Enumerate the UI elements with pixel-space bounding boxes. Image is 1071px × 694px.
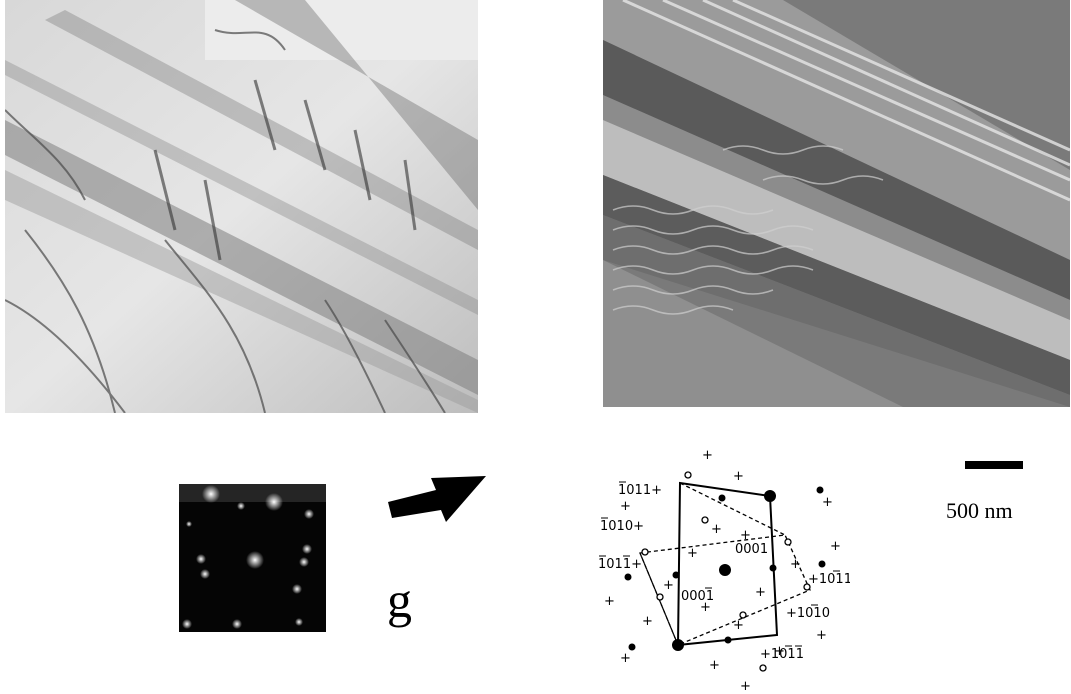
index-label: +1011: [760, 647, 804, 662]
svg-text:+: +: [740, 528, 751, 543]
arrow-icon: [386, 470, 488, 530]
svg-text:+: +: [816, 628, 827, 643]
svg-text:+: +: [687, 546, 698, 561]
svg-text:+: +: [620, 499, 631, 514]
svg-text:+: +: [711, 522, 722, 537]
index-label: 1010+: [600, 519, 644, 534]
bright-field-micrograph: [5, 0, 478, 413]
index-label: 1011+: [618, 483, 662, 498]
svg-text:+: +: [830, 539, 841, 554]
diffraction-pattern-photo: [179, 484, 326, 632]
index-label: +1011: [808, 572, 850, 587]
dark-field-micrograph: [603, 0, 1070, 407]
index-label: 1011+: [598, 557, 642, 572]
svg-text:+: +: [709, 658, 720, 673]
index-label: +1010: [786, 606, 830, 621]
svg-text:+: +: [700, 600, 711, 615]
index-label: 0001: [735, 542, 768, 557]
index-label: 0001: [681, 589, 714, 604]
indexed-diffraction-pattern: + + + + + + + + + + + + + + + + + + + + 1011+ 1010…: [590, 440, 850, 694]
svg-text:+: +: [790, 557, 801, 572]
svg-text:+: +: [733, 618, 744, 633]
svg-text:+: +: [755, 585, 766, 600]
svg-text:+: +: [604, 594, 615, 609]
g-vector-label: g: [387, 572, 412, 628]
svg-text:+: +: [822, 495, 833, 510]
svg-text:+: +: [740, 679, 751, 694]
svg-text:+: +: [733, 469, 744, 484]
scale-bar: [965, 461, 1023, 469]
svg-text:+: +: [702, 448, 713, 463]
svg-text:+: +: [663, 578, 674, 593]
svg-text:+: +: [642, 614, 653, 629]
scale-bar-label: 500 nm: [946, 498, 1013, 523]
svg-text:+: +: [774, 644, 785, 659]
svg-text:+: +: [620, 651, 631, 666]
